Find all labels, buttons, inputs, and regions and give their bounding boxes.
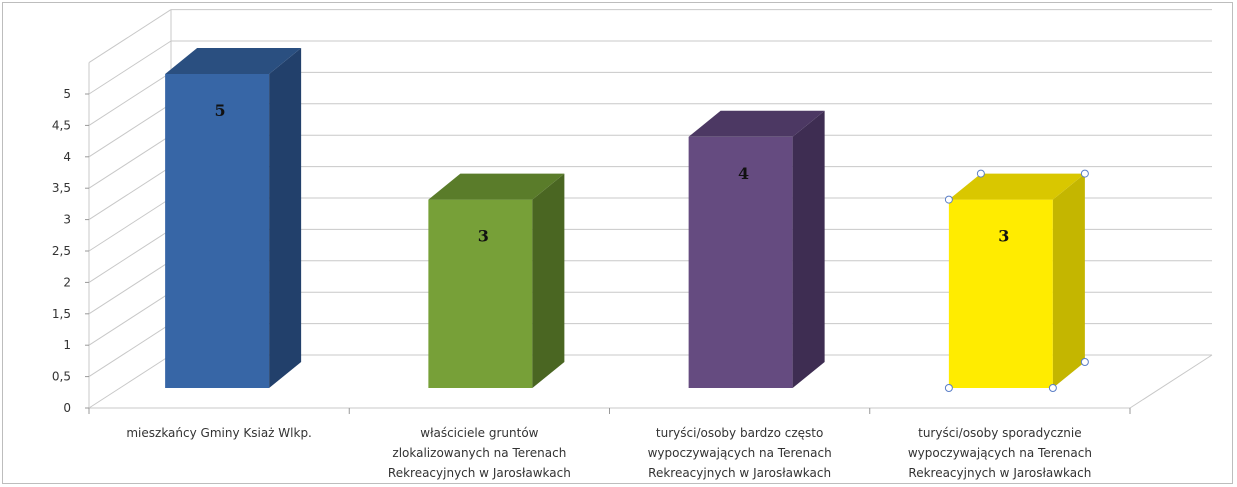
bars [165, 48, 1089, 392]
bar-side [792, 110, 825, 389]
data-label: 3 [998, 227, 1009, 246]
data-label: 5 [215, 101, 226, 120]
data-label: 4 [738, 164, 749, 183]
bar-side [269, 48, 302, 388]
bar-side [532, 173, 565, 388]
x-category-label-line: Rekreacyjnych w Jarosławkach [648, 466, 831, 480]
y-tick-label: 5 [63, 87, 71, 101]
gridline-side [88, 354, 172, 409]
gridline-side [88, 228, 172, 283]
gridline-side [88, 103, 172, 158]
x-category-label-line: właściciele gruntów [420, 426, 538, 440]
x-category-label-line: Rekreacyjnych w Jarosławkach [908, 466, 1091, 480]
selection-handle[interactable] [1080, 358, 1089, 366]
gridline-side [88, 134, 172, 189]
y-tick-label: 0,5 [52, 370, 71, 384]
gridline-side [88, 166, 172, 221]
y-tick-label: 3,5 [52, 181, 71, 195]
x-category-label-line: turyści/osoby bardzo często [656, 426, 823, 440]
x-category-label-line: Rekreacyjnych w Jarosławkach [388, 466, 571, 480]
y-tick-label: 2,5 [52, 244, 71, 258]
bar-front [948, 199, 1053, 388]
gridline-side [88, 323, 172, 378]
floor-right-edge [1129, 354, 1213, 409]
data-labels: 5 3 4 3 [215, 101, 1010, 246]
bar-front [688, 136, 793, 388]
bar-front [428, 199, 533, 388]
x-category-label-line: wypoczywających na Terenach [908, 446, 1092, 460]
y-tick-label: 1 [63, 338, 71, 352]
x-category-label-line: mieszkańcy Gminy Ksiaż Wlkp. [126, 426, 312, 440]
y-tick-label: 3 [63, 213, 71, 227]
bar-chart-3d: 0 0,5 1 1,5 2 2,5 3 3,5 4 4,5 5 mieszkańcy Gminy K… [52, 9, 1213, 480]
x-category-label-line: wypoczywających na Terenach [648, 446, 832, 460]
y-tick-label: 4 [63, 150, 71, 164]
selection-handle[interactable] [976, 169, 985, 178]
gridline-side [88, 71, 172, 126]
x-category-label: właściciele gruntów zlokalizowanych na Te… [388, 426, 571, 480]
y-tick-label: 4,5 [52, 118, 71, 132]
selection-handle[interactable] [1080, 169, 1089, 178]
x-category-label: mieszkańcy Gminy Ksiaż Wlkp. [126, 426, 312, 440]
bar-side [1052, 173, 1085, 388]
gridline-side [88, 9, 172, 64]
y-axis: 0 0,5 1 1,5 2 2,5 3 3,5 4 4,5 5 [52, 87, 89, 415]
x-category-label: turyści/osoby bardzo często wypoczywający… [648, 426, 832, 480]
bar-2[interactable] [428, 173, 565, 388]
bar-4[interactable] [944, 169, 1089, 392]
selection-handle[interactable] [1048, 384, 1057, 392]
selection-handle[interactable] [944, 195, 953, 204]
x-category-label: turyści/osoby sporadycznie wypoczywającyc… [908, 426, 1092, 480]
data-label: 3 [478, 227, 489, 246]
bar-top [428, 173, 565, 200]
bar-3[interactable] [688, 110, 825, 389]
gridline-side [88, 291, 172, 346]
gridline-side [88, 40, 172, 95]
bar-top [165, 48, 302, 74]
bar-top [948, 173, 1085, 200]
bar-1[interactable] [165, 48, 302, 388]
x-axis: mieszkańcy Gminy Ksiaż Wlkp. właściciele … [88, 408, 1131, 480]
y-tick-label: 0 [63, 401, 71, 415]
gridline-side [88, 260, 172, 315]
y-tick-label: 2 [63, 275, 71, 289]
bar-front [165, 74, 270, 388]
y-tick-label: 1,5 [52, 307, 71, 321]
bar-top [688, 110, 825, 137]
x-category-label-line: zlokalizowanych na Terenach [392, 446, 566, 460]
gridline-side [88, 197, 172, 252]
selection-handle[interactable] [944, 384, 953, 392]
x-category-label-line: turyści/osoby sporadycznie [918, 426, 1081, 440]
